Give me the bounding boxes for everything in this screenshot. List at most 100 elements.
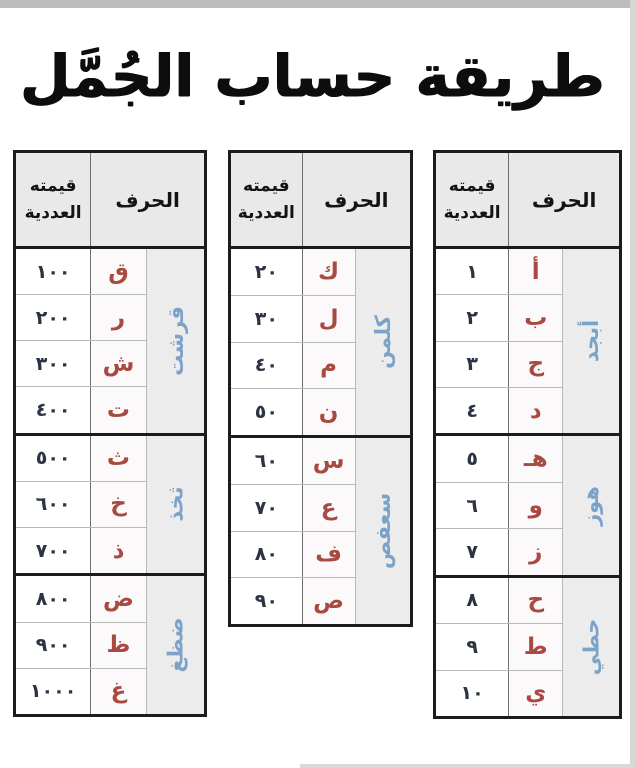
value-cell: ٦٠٠ bbox=[16, 481, 92, 528]
value-cell: ٥٠٠ bbox=[16, 435, 92, 481]
table-body: ١٠٠ ق ٢٠٠ ر ٣٠٠ ش ٤٠٠ ت قرشت bbox=[16, 249, 204, 714]
value-cell: ١٠٠٠ bbox=[16, 668, 92, 714]
letter-cell: ذ bbox=[91, 528, 146, 574]
table-row: ٣ ج bbox=[436, 341, 563, 389]
table-row: ٦ و bbox=[436, 482, 563, 530]
letter-cell: ق bbox=[91, 249, 146, 295]
value-cell: ١٠ bbox=[436, 670, 510, 717]
value-cell: ٣٠٠ bbox=[16, 341, 92, 387]
letter-group-qarashat: ١٠٠ ق ٢٠٠ ر ٣٠٠ ش ٤٠٠ ت قرشت bbox=[16, 249, 204, 433]
letter-cell: س bbox=[302, 438, 355, 484]
letter-cell: أ bbox=[509, 249, 563, 295]
letter-column-header: الحرف bbox=[115, 187, 180, 212]
value-header-line1: قيمته bbox=[242, 176, 290, 196]
letter-group-hutti: ٨ ح ٩ ط ١٠ ي حطي bbox=[436, 574, 619, 717]
value-cell: ٨ bbox=[436, 577, 510, 624]
page-title: طريقة حساب الجُمَّل bbox=[20, 42, 605, 110]
table-row: ٣٠٠ ش bbox=[16, 341, 146, 388]
value-cell: ٥ bbox=[436, 436, 510, 482]
value-cell: ٤٠٠ bbox=[16, 387, 92, 433]
value-cell: ٤٠ bbox=[231, 342, 303, 389]
table-header: قيمته العددية الحرف bbox=[231, 153, 410, 249]
letter-cell: ح bbox=[509, 577, 563, 624]
value-cell: ٢ bbox=[436, 295, 510, 341]
value-column-header: قيمته العددية bbox=[231, 153, 303, 246]
letter-cell: ظ bbox=[91, 622, 146, 668]
group-label-cell: هوز bbox=[562, 436, 619, 575]
table-row: ٩ ط bbox=[436, 624, 563, 671]
table-hundreds: قيمته العددية الحرف ١٠٠ ق ٢٠٠ ر ٣٠٠ ش bbox=[13, 150, 207, 717]
group-rows: ٥ هـ ٦ و ٧ ز bbox=[436, 436, 563, 575]
value-cell: ٣ bbox=[436, 341, 510, 388]
group-label-cell: أبجد bbox=[562, 249, 619, 434]
value-column-header: قيمته العددية bbox=[436, 153, 510, 246]
letter-cell: و bbox=[509, 482, 563, 529]
table-row: ١ أ bbox=[436, 249, 563, 296]
value-cell: ٨٠ bbox=[231, 531, 303, 578]
value-cell: ١٠٠ bbox=[16, 249, 92, 295]
letter-cell: ع bbox=[302, 484, 355, 531]
value-header-line2: العددية bbox=[237, 203, 295, 223]
value-header-line1: قيمته bbox=[448, 176, 496, 196]
value-cell: ٧ bbox=[436, 529, 510, 575]
group-label-cell: حطي bbox=[562, 577, 619, 716]
group-label-cell: كلمن bbox=[354, 249, 410, 435]
letter-group-safas: ٦٠ س ٧٠ ع ٨٠ ف ٩٠ ص سعفص bbox=[231, 435, 410, 624]
table-row: ٧ ز bbox=[436, 529, 563, 575]
letter-cell: ج bbox=[509, 341, 563, 388]
letter-cell: ز bbox=[509, 529, 563, 575]
table-row: ١٠٠٠ غ bbox=[16, 668, 146, 714]
table-row: ٨ ح bbox=[436, 577, 563, 625]
table-row: ٧٠٠ ذ bbox=[16, 528, 146, 574]
letter-column-header: الحرف bbox=[531, 187, 597, 212]
value-header-line1: قيمته bbox=[29, 176, 77, 196]
group-rows: ٥٠٠ ث ٦٠٠ خ ٧٠٠ ذ bbox=[16, 435, 146, 574]
table-row: ٣٠ ل bbox=[231, 295, 355, 343]
group-rows: ٢٠ ك ٣٠ ل ٤٠ م ٥٠ ن bbox=[231, 249, 355, 435]
group-rows: ٦٠ س ٧٠ ع ٨٠ ف ٩٠ ص bbox=[231, 438, 355, 624]
value-cell: ٢٠٠ bbox=[16, 295, 92, 341]
letter-cell: ص bbox=[302, 578, 355, 624]
letter-cell: هـ bbox=[509, 436, 563, 482]
table-row: ٢٠٠ ر bbox=[16, 295, 146, 342]
letter-cell: ب bbox=[509, 295, 563, 341]
value-column-header: قيمته العددية bbox=[16, 153, 92, 246]
table-tens: قيمته العددية الحرف ٢٠ ك ٣٠ ل ٤٠ م bbox=[228, 150, 413, 627]
table-row: ٢ ب bbox=[436, 295, 563, 342]
letter-column-header: الحرف bbox=[324, 187, 389, 212]
table-row: ٥٠ ن bbox=[231, 389, 355, 435]
letter-cell: ش bbox=[91, 341, 146, 387]
value-cell: ٩ bbox=[436, 624, 510, 670]
group-label: أبجد bbox=[579, 320, 604, 363]
group-rows: ٨٠٠ ض ٩٠٠ ظ ١٠٠٠ غ bbox=[16, 576, 146, 714]
group-rows: ١ أ ٢ ب ٣ ج ٤ د bbox=[436, 249, 563, 434]
value-header-line2: العددية bbox=[443, 203, 501, 223]
table-row: ٩٠ ص bbox=[231, 578, 355, 624]
group-label: هوز bbox=[579, 485, 604, 526]
letter-group-abjad: ١ أ ٢ ب ٣ ج ٤ د أبجد bbox=[436, 249, 619, 434]
letter-cell: ن bbox=[302, 389, 355, 435]
letter-cell: ت bbox=[91, 387, 146, 433]
letter-cell: د bbox=[509, 388, 563, 434]
value-cell: ٧٠٠ bbox=[16, 528, 92, 574]
letter-cell: غ bbox=[91, 668, 146, 714]
letter-group-kalaman: ٢٠ ك ٣٠ ل ٤٠ م ٥٠ ن كلمن bbox=[231, 249, 410, 435]
value-cell: ٨٠٠ bbox=[16, 576, 92, 622]
table-row: ١٠٠ ق bbox=[16, 249, 146, 296]
group-label: سعفص bbox=[370, 492, 395, 570]
table-header: قيمته العددية الحرف bbox=[436, 153, 619, 249]
value-cell: ٥٠ bbox=[231, 389, 303, 435]
table-row: ٨٠٠ ض bbox=[16, 576, 146, 623]
group-rows: ٨ ح ٩ ط ١٠ ي bbox=[436, 577, 563, 717]
letter-group-hawwaz: ٥ هـ ٦ و ٧ ز هوز bbox=[436, 433, 619, 575]
value-cell: ٣٠ bbox=[231, 295, 303, 342]
value-cell: ٦ bbox=[436, 482, 510, 529]
letter-cell: ك bbox=[302, 249, 355, 295]
group-label-cell: ضظغ bbox=[145, 576, 204, 714]
table-units: قيمته العددية الحرف ١ أ ٢ ب ٣ ج ٤ bbox=[433, 150, 622, 719]
group-label-cell: سعفص bbox=[354, 438, 410, 624]
table-header: قيمته العددية الحرف bbox=[16, 153, 204, 249]
letter-cell: ض bbox=[91, 576, 146, 622]
letter-cell: ف bbox=[302, 531, 355, 578]
